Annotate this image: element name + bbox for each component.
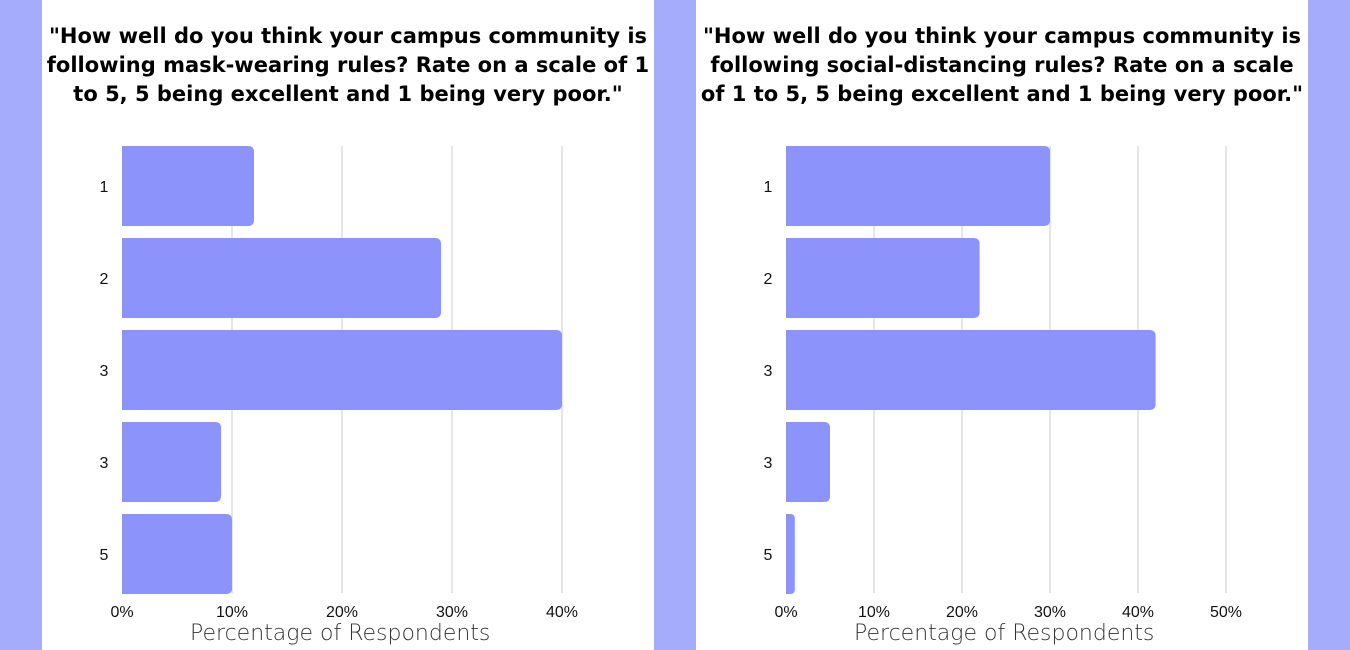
x-axis-label: Percentage of Respondents [190, 621, 491, 646]
x-tick-label: 10% [858, 604, 890, 621]
chart-title: "How well do you think your campus commu… [46, 24, 650, 106]
x-tick-label: 30% [436, 604, 468, 621]
x-tick-label: 40% [546, 604, 578, 621]
y-category-label: 1 [764, 179, 773, 196]
y-category-label: 2 [764, 271, 773, 288]
bar-chart-mask: 0% 10% 20% 30% 40% 1 2 3 3 5 [100, 146, 578, 621]
y-category-label: 1 [100, 179, 109, 196]
x-tick-label: 40% [1122, 604, 1154, 621]
bar-1 [786, 146, 1050, 226]
y-category-label: 3 [764, 363, 773, 380]
bar-1 [122, 146, 254, 226]
x-tick-label: 50% [1210, 604, 1242, 621]
bar-3 [122, 330, 562, 410]
bar-2 [122, 238, 441, 318]
x-tick-label: 20% [946, 604, 978, 621]
x-axis-label: Percentage of Respondents [854, 621, 1155, 646]
y-category-label: 5 [100, 547, 109, 564]
y-category-label: 3 [100, 455, 109, 472]
y-category-label: 3 [100, 363, 109, 380]
bar-5 [122, 514, 232, 594]
bar-2 [786, 238, 980, 318]
y-category-label: 3 [764, 455, 773, 472]
y-category-label: 5 [764, 547, 773, 564]
x-tick-label: 0% [774, 604, 797, 621]
chart-panel-mask: "How well do you think your campus commu… [42, 0, 654, 650]
bar-chart-distancing: 0% 10% 20% 30% 40% 50% 1 2 3 3 5 [764, 146, 1242, 621]
x-tick-label: 10% [216, 604, 248, 621]
bar-4 [786, 422, 830, 502]
y-category-label: 2 [100, 271, 109, 288]
bar-4 [122, 422, 221, 502]
chart-panel-distancing: "How well do you think your campus commu… [696, 0, 1308, 650]
chart-title: "How well do you think your campus commu… [700, 24, 1304, 106]
x-tick-label: 0% [110, 604, 133, 621]
x-tick-label: 30% [1034, 604, 1066, 621]
x-tick-label: 20% [326, 604, 358, 621]
bar-5 [786, 514, 795, 594]
bar-3 [786, 330, 1156, 410]
